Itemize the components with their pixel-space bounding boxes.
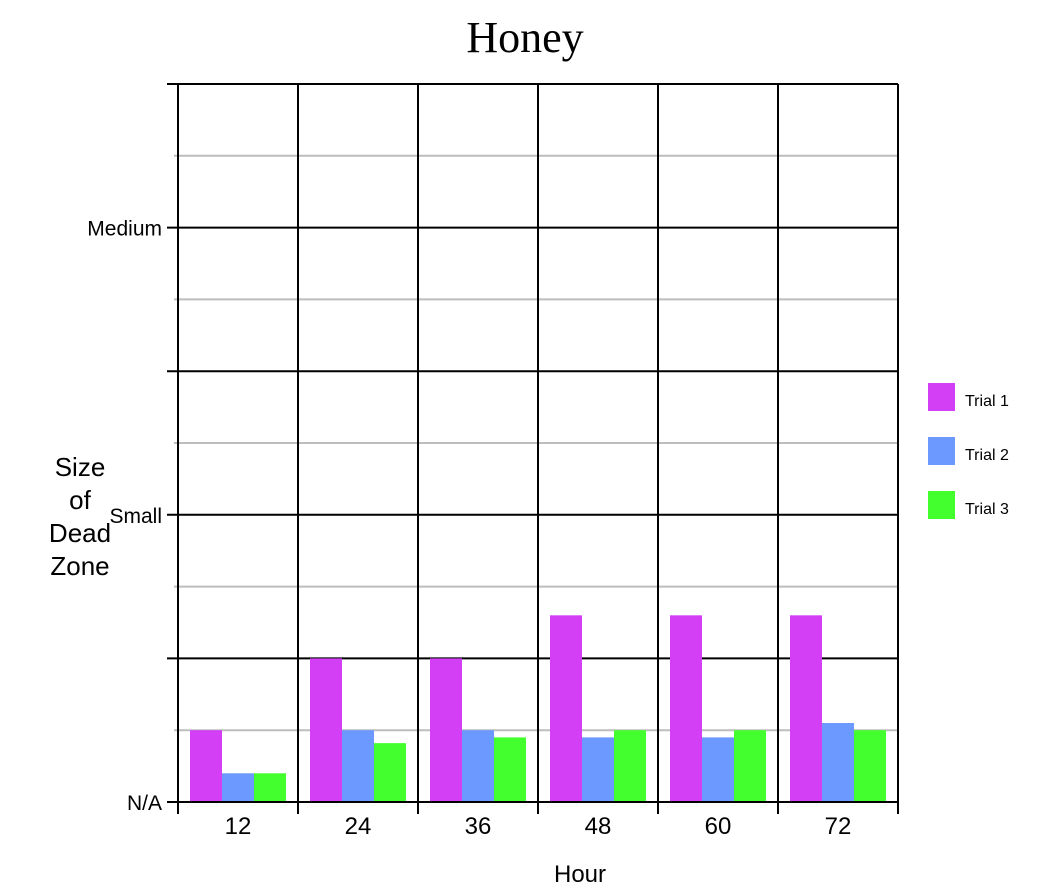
legend-swatch-trial-1 xyxy=(928,383,955,411)
legend-swatch-trial-2 xyxy=(928,437,955,465)
bar-trial-2-36 xyxy=(462,730,494,802)
legend-label: Trial 1 xyxy=(965,393,1009,410)
bar-trial-2-60 xyxy=(702,737,734,802)
bar-trial-3-24 xyxy=(374,743,406,802)
bar-trial-2-12 xyxy=(222,773,254,802)
x-tick-label: 12 xyxy=(225,813,252,840)
x-tick-label: 72 xyxy=(825,813,852,840)
legend-swatch-trial-3 xyxy=(928,491,955,519)
y-axis-label-line: Size xyxy=(55,452,106,482)
bar-trial-1-36 xyxy=(430,658,462,802)
legend: Trial 1 Trial 2 Trial 3 xyxy=(928,383,1009,519)
x-tick-labels: 12 24 36 48 60 72 xyxy=(225,813,852,840)
chart-title: Honey xyxy=(466,13,583,62)
y-tick-label: Small xyxy=(109,505,162,528)
bar-trial-1-72 xyxy=(790,615,822,802)
grid xyxy=(167,83,899,814)
bar-trial-2-48 xyxy=(582,737,614,802)
bar-trial-1-24 xyxy=(310,658,342,802)
bar-trial-1-12 xyxy=(190,730,222,802)
x-axis-label: Hour xyxy=(554,861,606,888)
bar-trial-3-60 xyxy=(734,730,766,802)
y-tick-label: N/A xyxy=(127,792,162,815)
y-axis-label-line: Dead xyxy=(49,518,111,548)
bar-trial-2-24 xyxy=(342,730,374,802)
x-tick-label: 60 xyxy=(705,813,732,840)
legend-label: Trial 2 xyxy=(965,447,1009,464)
bars xyxy=(190,615,886,802)
x-tick-label: 36 xyxy=(465,813,492,840)
y-tick-label: Medium xyxy=(87,218,162,241)
bar-trial-1-60 xyxy=(670,615,702,802)
bar-trial-3-36 xyxy=(494,737,526,802)
y-axis-label-line: of xyxy=(69,485,91,515)
bar-trial-1-48 xyxy=(550,615,582,802)
x-tick-label: 24 xyxy=(345,813,372,840)
x-tick-label: 48 xyxy=(585,813,612,840)
legend-label: Trial 3 xyxy=(965,501,1009,518)
bar-trial-3-72 xyxy=(854,730,886,802)
y-tick-labels: N/ASmallMediumLarge xyxy=(87,218,162,815)
axes xyxy=(167,84,898,814)
bar-trial-3-48 xyxy=(614,730,646,802)
y-axis-label-line: Zone xyxy=(50,551,109,581)
bar-trial-3-12 xyxy=(254,773,286,802)
bar-trial-2-72 xyxy=(822,723,854,802)
